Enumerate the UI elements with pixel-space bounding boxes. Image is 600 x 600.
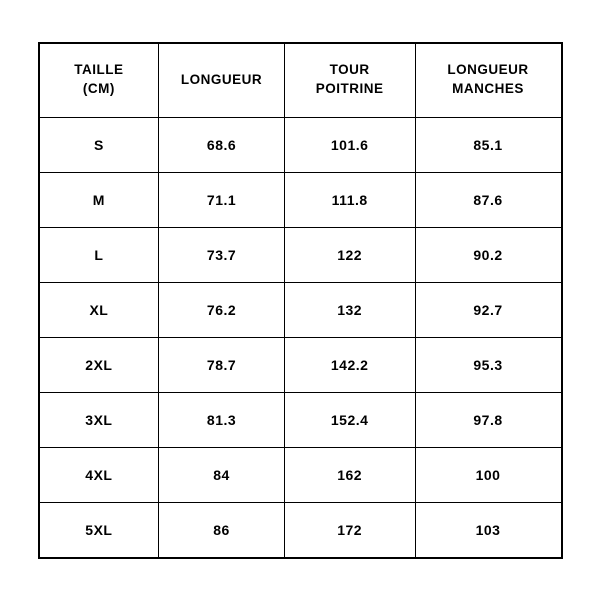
cell-size: 3XL <box>39 393 159 448</box>
cell-length: 84 <box>159 448 285 503</box>
cell-sleeve: 97.8 <box>415 393 561 448</box>
cell-length: 73.7 <box>159 228 285 283</box>
header-chest-line1: TOUR <box>330 62 370 77</box>
cell-chest: 132 <box>284 283 415 338</box>
header-row: TAILLE (CM) LONGUEUR TOUR POITRINE LONGU… <box>39 43 562 118</box>
cell-sleeve: 100 <box>415 448 561 503</box>
header-size-line2: (CM) <box>83 81 115 96</box>
cell-size: S <box>39 118 159 173</box>
cell-sleeve: 90.2 <box>415 228 561 283</box>
table-row: 3XL 81.3 152.4 97.8 <box>39 393 562 448</box>
cell-sleeve: 87.6 <box>415 173 561 228</box>
cell-length: 81.3 <box>159 393 285 448</box>
cell-size: 5XL <box>39 503 159 558</box>
cell-chest: 101.6 <box>284 118 415 173</box>
header-sleeve-line1: LONGUEUR <box>447 62 528 77</box>
cell-length: 71.1 <box>159 173 285 228</box>
cell-sleeve: 95.3 <box>415 338 561 393</box>
table-row: 5XL 86 172 103 <box>39 503 562 558</box>
table-header: TAILLE (CM) LONGUEUR TOUR POITRINE LONGU… <box>39 43 562 118</box>
cell-chest: 152.4 <box>284 393 415 448</box>
table-row: L 73.7 122 90.2 <box>39 228 562 283</box>
header-size-line1: TAILLE <box>74 62 123 77</box>
cell-size: M <box>39 173 159 228</box>
cell-chest: 142.2 <box>284 338 415 393</box>
header-length-label: LONGUEUR <box>181 72 262 87</box>
cell-sleeve: 92.7 <box>415 283 561 338</box>
cell-chest: 172 <box>284 503 415 558</box>
header-length: LONGUEUR <box>159 43 285 118</box>
header-sleeve: LONGUEUR MANCHES <box>415 43 561 118</box>
cell-size: L <box>39 228 159 283</box>
table-row: 4XL 84 162 100 <box>39 448 562 503</box>
size-table: TAILLE (CM) LONGUEUR TOUR POITRINE LONGU… <box>38 42 563 559</box>
cell-sleeve: 103 <box>415 503 561 558</box>
table-row: XL 76.2 132 92.7 <box>39 283 562 338</box>
cell-length: 68.6 <box>159 118 285 173</box>
cell-chest: 122 <box>284 228 415 283</box>
cell-length: 78.7 <box>159 338 285 393</box>
header-chest: TOUR POITRINE <box>284 43 415 118</box>
cell-size: 2XL <box>39 338 159 393</box>
table-row: 2XL 78.7 142.2 95.3 <box>39 338 562 393</box>
table-row: S 68.6 101.6 85.1 <box>39 118 562 173</box>
table-body: S 68.6 101.6 85.1 M 71.1 111.8 87.6 L 73… <box>39 118 562 558</box>
cell-chest: 162 <box>284 448 415 503</box>
cell-sleeve: 85.1 <box>415 118 561 173</box>
cell-size: XL <box>39 283 159 338</box>
header-sleeve-line2: MANCHES <box>452 81 524 96</box>
cell-size: 4XL <box>39 448 159 503</box>
cell-length: 76.2 <box>159 283 285 338</box>
size-chart: TAILLE (CM) LONGUEUR TOUR POITRINE LONGU… <box>38 42 563 559</box>
cell-length: 86 <box>159 503 285 558</box>
cell-chest: 111.8 <box>284 173 415 228</box>
table-row: M 71.1 111.8 87.6 <box>39 173 562 228</box>
header-size: TAILLE (CM) <box>39 43 159 118</box>
header-chest-line2: POITRINE <box>316 81 384 96</box>
